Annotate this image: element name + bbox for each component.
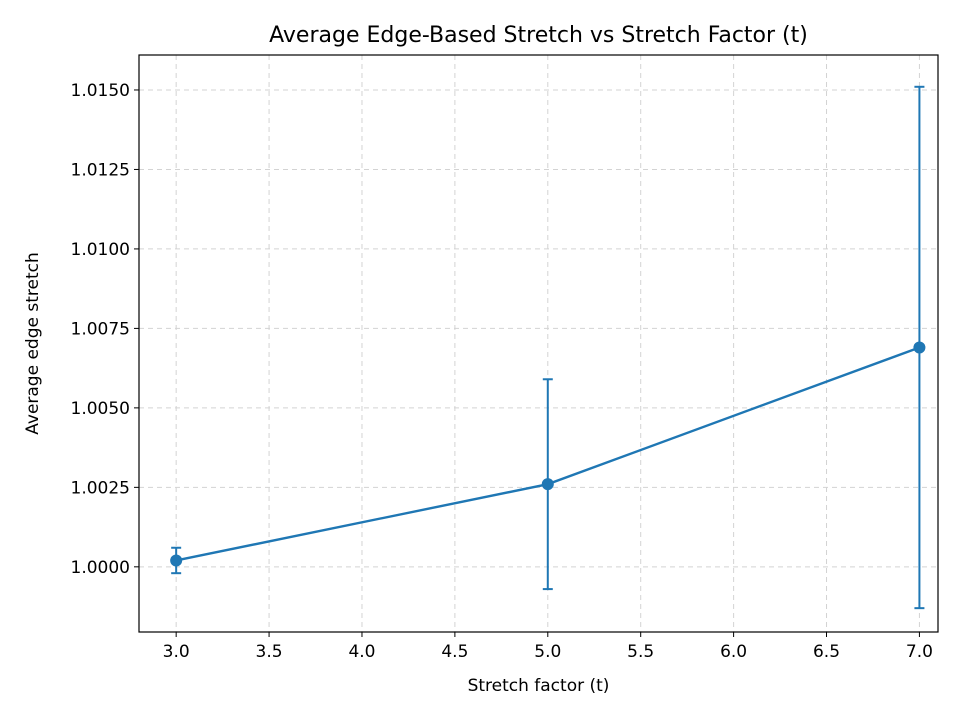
- y-axis-label: Average edge stretch: [23, 252, 43, 435]
- x-axis-label: Stretch factor (t): [468, 676, 610, 696]
- axis-ticks: 3.0 3.5 4.0 4.5 5.0 5.5 6.0 6.5 7.0 1.0000 1.0025 1…: [71, 81, 933, 662]
- y-tick-label: 1.0000: [71, 558, 130, 578]
- x-tick-label: 4.5: [441, 642, 468, 662]
- x-tick-label: 3.5: [256, 642, 283, 662]
- x-tick-label: 3.0: [163, 642, 190, 662]
- x-tick-label: 5.5: [627, 642, 654, 662]
- x-tick-label: 7.0: [906, 642, 933, 662]
- plot-frame: [138, 54, 939, 633]
- y-tick-label: 1.0150: [71, 81, 130, 101]
- data-point: [170, 554, 183, 567]
- y-tick-label: 1.0025: [71, 478, 130, 498]
- x-tick-label: 6.0: [720, 642, 747, 662]
- data-point: [913, 341, 926, 354]
- x-tick-label: 5.0: [534, 642, 561, 662]
- chart-title: Average Edge-Based Stretch vs Stretch Fa…: [269, 23, 808, 48]
- x-tick-label: 6.5: [813, 642, 840, 662]
- y-tick-label: 1.0075: [71, 319, 130, 339]
- plot-area: [170, 85, 926, 610]
- y-tick-label: 1.0125: [71, 160, 130, 180]
- y-tick-label: 1.0100: [71, 240, 130, 260]
- x-tick-label: 4.0: [348, 642, 375, 662]
- y-tick-label: 1.0050: [71, 399, 130, 419]
- data-point: [541, 478, 554, 491]
